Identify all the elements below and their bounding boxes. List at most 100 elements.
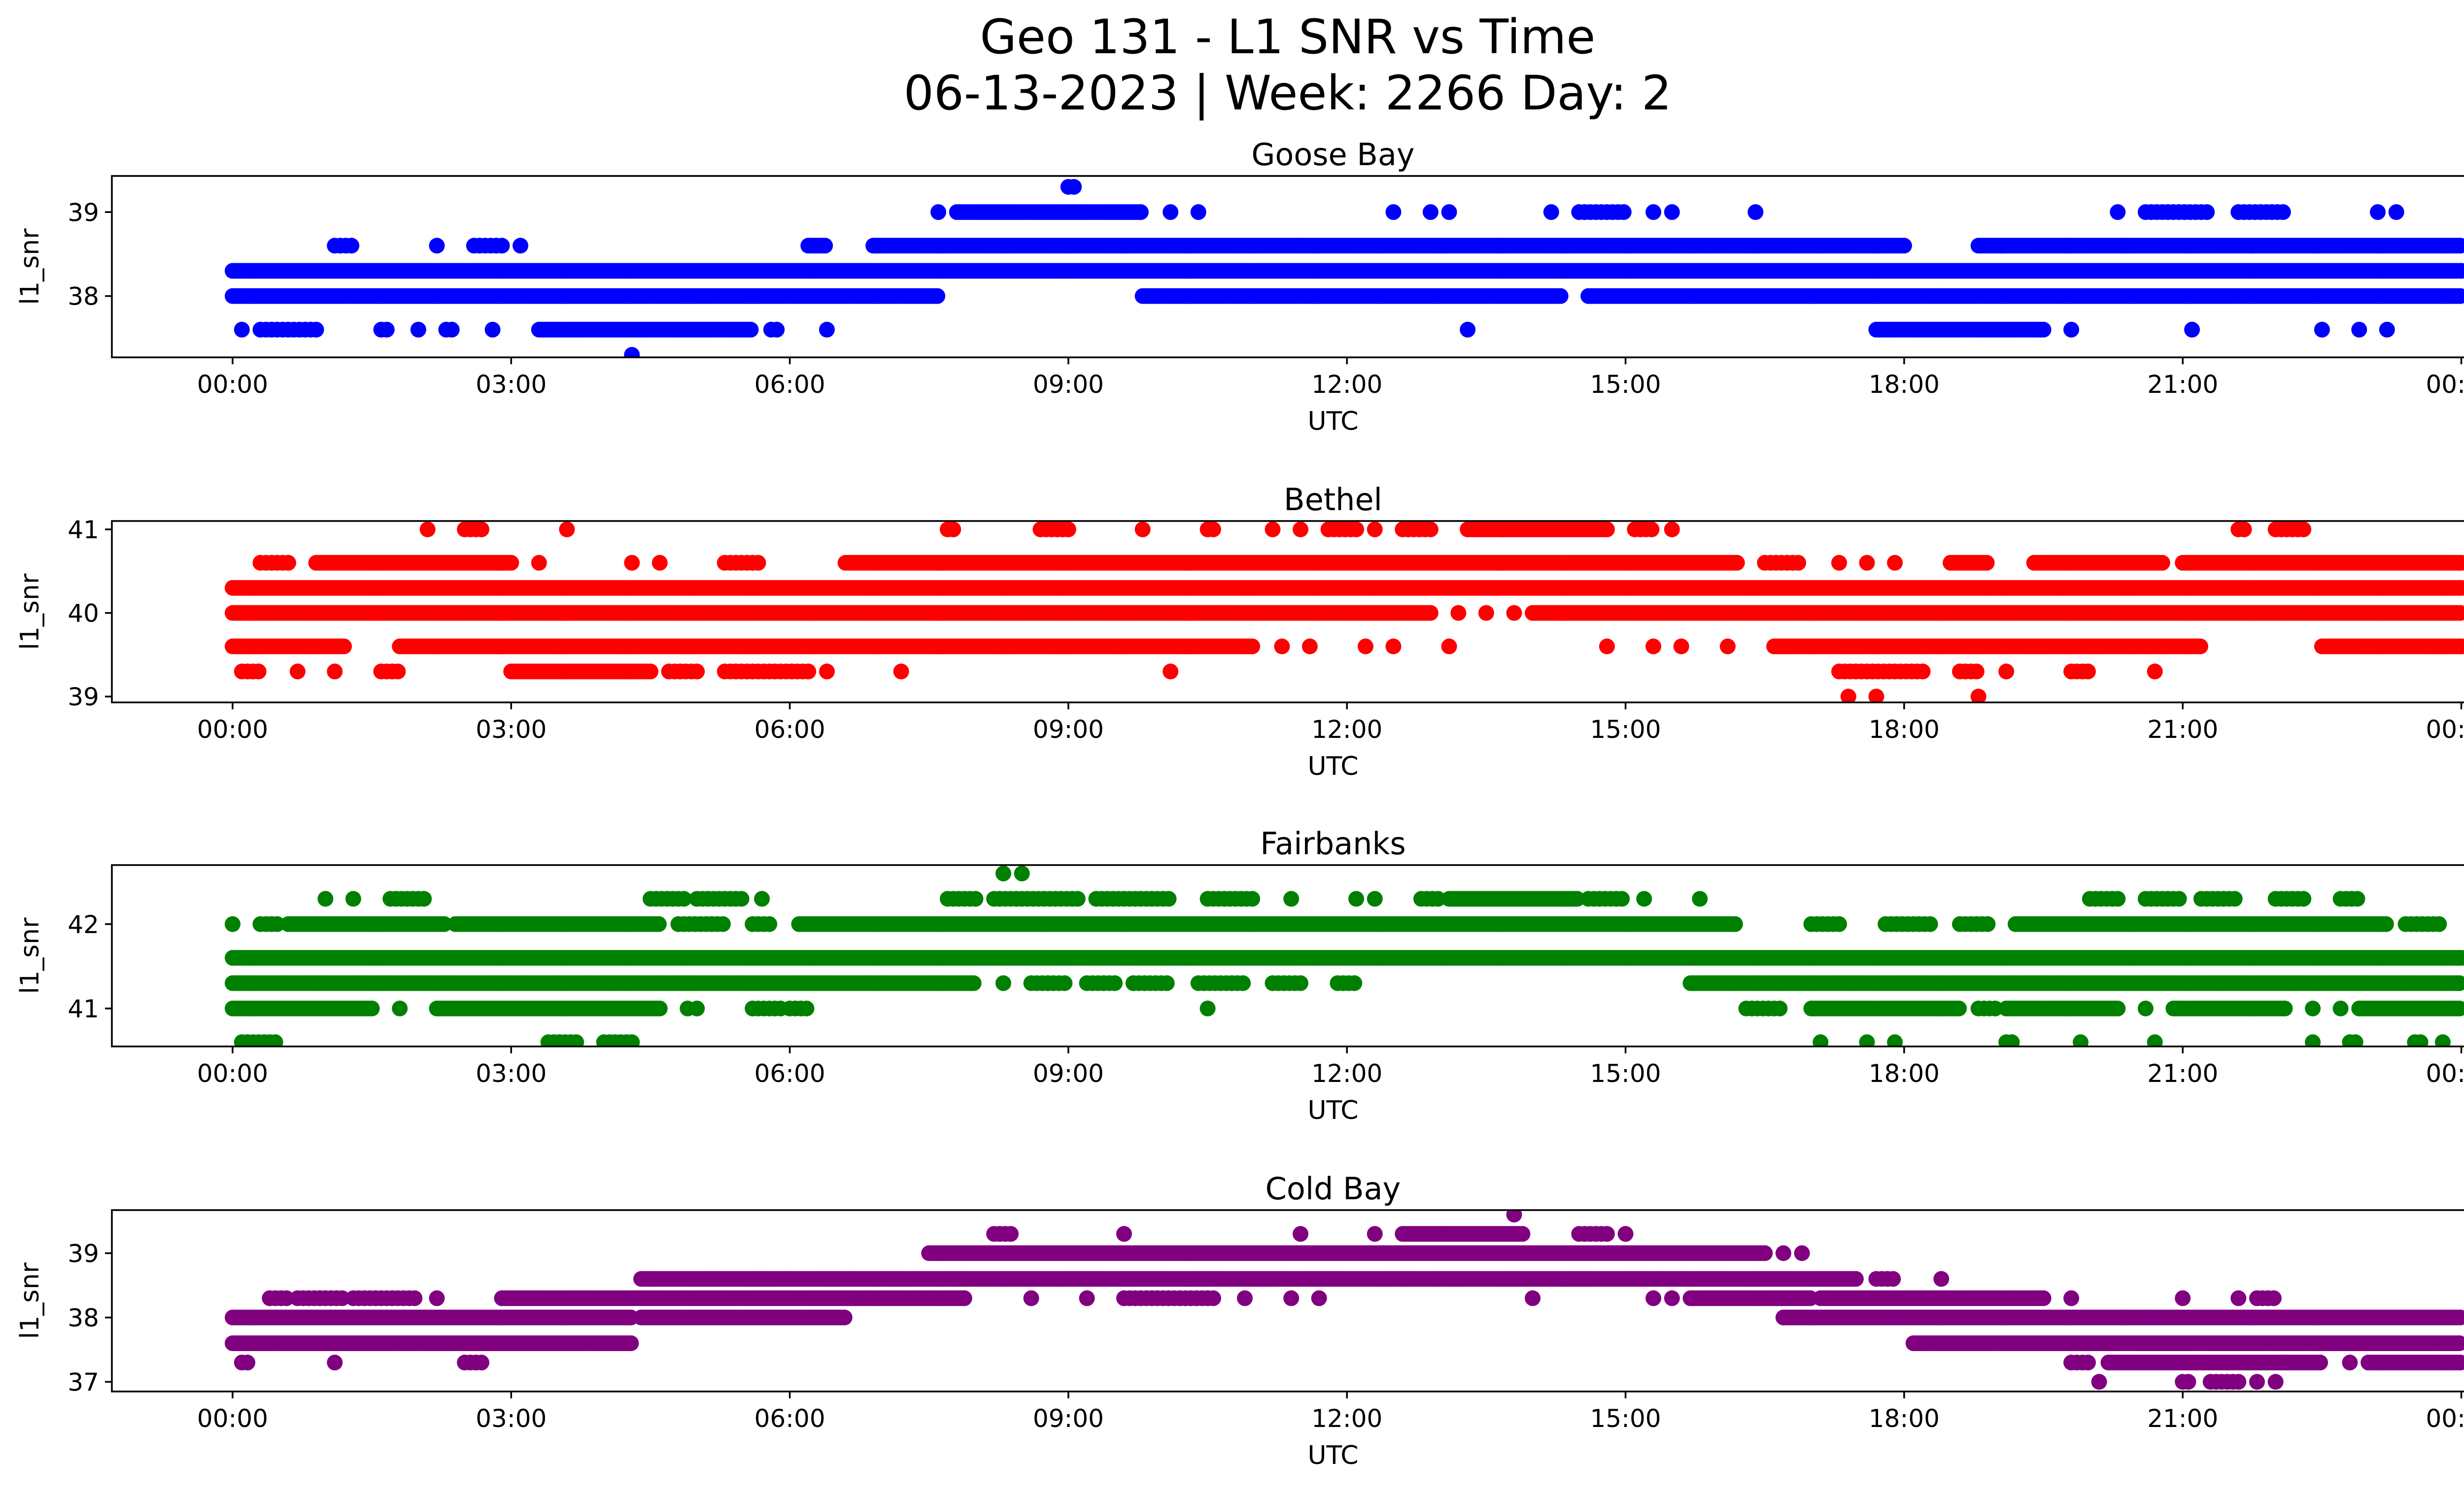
x-tick-label: 06:00 bbox=[754, 370, 825, 399]
data-point bbox=[280, 555, 296, 571]
data-point bbox=[1132, 204, 1149, 220]
data-point bbox=[651, 555, 668, 571]
data-point bbox=[2035, 321, 2052, 338]
series-level-37-6 bbox=[234, 321, 2395, 338]
x-tick-label: 21:00 bbox=[2147, 370, 2218, 399]
data-point bbox=[444, 321, 460, 338]
y-tick-label: 38 bbox=[68, 282, 99, 311]
x-tick-label: 03:00 bbox=[476, 370, 547, 399]
data-point bbox=[1645, 204, 1662, 220]
data-point bbox=[743, 321, 759, 338]
data-point bbox=[2275, 204, 2291, 220]
data-point bbox=[1460, 321, 1476, 338]
data-point bbox=[1747, 204, 1764, 220]
x-tick-label: 12:00 bbox=[1311, 370, 1382, 399]
series-level-37-3 bbox=[624, 347, 640, 357]
data-point bbox=[531, 555, 547, 571]
series-level-38 bbox=[225, 288, 2464, 304]
series-level-38-3 bbox=[225, 263, 2464, 279]
data-point bbox=[2110, 204, 2126, 220]
data-point bbox=[1450, 605, 1467, 621]
data-point bbox=[2453, 580, 2464, 596]
data-point bbox=[429, 238, 445, 254]
x-tick-label: 00:00 bbox=[197, 370, 268, 399]
data-point bbox=[929, 288, 946, 304]
subplot-grid: Goose Bay 00:00 03:00 06:00 09:00 12:00 15:00 1… bbox=[15, 137, 2464, 1470]
data-point bbox=[343, 238, 360, 254]
data-point bbox=[1422, 204, 1438, 220]
subplot-title: Goose Bay bbox=[1251, 137, 1414, 173]
series-level-39-3 bbox=[1060, 179, 1082, 195]
subplot-goose-bay: Goose Bay 00:00 03:00 06:00 09:00 12:00 15:00 1… bbox=[15, 137, 2464, 436]
data-point bbox=[1859, 555, 1875, 571]
subplot-title: Bethel bbox=[1284, 482, 1382, 518]
figure-title-line-1: Geo 131 - L1 SNR vs Time bbox=[980, 9, 1596, 65]
data-point bbox=[2452, 605, 2464, 621]
series-level-38-6 bbox=[327, 238, 2464, 254]
data-point bbox=[1543, 204, 1559, 220]
data-point bbox=[624, 555, 640, 571]
data-point bbox=[2453, 263, 2464, 279]
data-point bbox=[750, 555, 766, 571]
data-point bbox=[336, 638, 352, 655]
series-level-39-6 bbox=[225, 638, 2464, 655]
axes-frame bbox=[111, 175, 2464, 358]
figure-title-line-2: 06-13-2023 | Week: 2266 Day: 2 bbox=[904, 66, 1672, 121]
data-point bbox=[1664, 204, 1680, 220]
data-point bbox=[1478, 605, 1494, 621]
data-point bbox=[2154, 555, 2170, 571]
data-point bbox=[1163, 204, 1179, 220]
data-point bbox=[1506, 605, 1522, 621]
y-tick-label: 39 bbox=[68, 198, 99, 227]
data-point bbox=[1190, 204, 1206, 220]
data-point bbox=[2388, 204, 2404, 220]
data-point bbox=[378, 321, 395, 338]
data-point bbox=[308, 321, 324, 338]
data-point bbox=[503, 555, 519, 571]
data-point bbox=[2379, 321, 2395, 338]
series-level-40-3 bbox=[225, 580, 2464, 596]
data-point bbox=[1066, 179, 1082, 195]
series-level-40-6 bbox=[252, 555, 2464, 571]
data-point bbox=[2351, 321, 2367, 338]
data-point bbox=[2452, 238, 2464, 254]
data-point bbox=[1244, 638, 1261, 655]
data-point bbox=[1896, 238, 1912, 254]
data-point bbox=[2453, 555, 2464, 571]
series-level-39 bbox=[930, 204, 2404, 220]
data-point bbox=[234, 321, 250, 338]
data-point bbox=[1422, 605, 1438, 621]
data-point bbox=[817, 238, 833, 254]
data-point bbox=[494, 238, 510, 254]
data-point bbox=[1831, 555, 1847, 571]
data-point bbox=[930, 204, 947, 220]
x-tick-label: 00:00 bbox=[2426, 370, 2464, 399]
scatter-points bbox=[225, 522, 2464, 702]
data-point bbox=[2184, 321, 2200, 338]
data-point bbox=[1552, 288, 1569, 304]
data-point bbox=[1615, 204, 1632, 220]
series-level-40 bbox=[225, 605, 2464, 621]
x-tick-label: 15:00 bbox=[1590, 370, 1661, 399]
data-point bbox=[769, 321, 785, 338]
data-point bbox=[1441, 204, 1457, 220]
x-tick-label: 18:00 bbox=[1869, 370, 1940, 399]
data-point bbox=[2314, 321, 2330, 338]
scatter-points bbox=[225, 179, 2464, 357]
data-point bbox=[2452, 288, 2464, 304]
data-point bbox=[2199, 204, 2215, 220]
data-point bbox=[513, 238, 529, 254]
x-tick-label: 09:00 bbox=[1033, 370, 1104, 399]
data-point bbox=[819, 321, 835, 338]
x-axis-label: UTC bbox=[1307, 407, 1358, 436]
data-point bbox=[484, 321, 501, 338]
data-point bbox=[2063, 321, 2080, 338]
data-point bbox=[2370, 204, 2386, 220]
y-axis-label: l1_snr bbox=[15, 228, 45, 305]
data-point bbox=[410, 321, 426, 338]
data-point bbox=[1729, 555, 1745, 571]
data-point bbox=[1979, 555, 1995, 571]
